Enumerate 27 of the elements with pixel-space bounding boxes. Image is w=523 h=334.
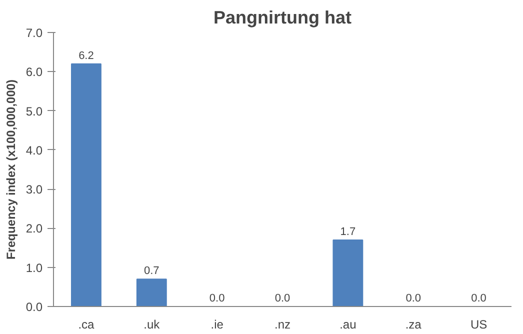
- y-tick-label: 5.0: [26, 104, 43, 118]
- x-tick-label: .za: [405, 318, 422, 332]
- x-tick-label: .nz: [274, 318, 291, 332]
- y-axis-title: Frequency index (x100,000,000): [4, 79, 18, 260]
- y-tick-label: 4.0: [26, 143, 43, 158]
- chart-title: Pangnirtung hat: [214, 8, 352, 28]
- y-tick-label: 6.0: [26, 65, 43, 80]
- data-label: 0.0: [471, 292, 486, 304]
- x-tick-label: .au: [340, 318, 356, 332]
- x-tick-label: .uk: [144, 318, 161, 332]
- bar: [136, 278, 167, 306]
- y-tick-label: 3.0: [26, 182, 43, 197]
- data-label: 0.0: [209, 292, 225, 304]
- data-label: 1.7: [340, 226, 356, 238]
- x-tick-label: .ca: [78, 318, 95, 332]
- y-tick-label: 0.0: [26, 300, 43, 314]
- x-tick-label: US: [470, 318, 488, 332]
- bar: [332, 239, 364, 306]
- data-label: 0.0: [406, 292, 422, 304]
- data-label: 6.2: [78, 50, 94, 62]
- bar: [70, 63, 102, 306]
- data-label: 0.7: [144, 265, 160, 278]
- y-tick-label: 2.0: [26, 222, 43, 236]
- data-label: 0.0: [274, 292, 290, 304]
- y-tick-label: 7.0: [26, 26, 43, 40]
- y-tick-label: 1.0: [26, 260, 43, 275]
- x-tick-label: .ie: [210, 318, 224, 332]
